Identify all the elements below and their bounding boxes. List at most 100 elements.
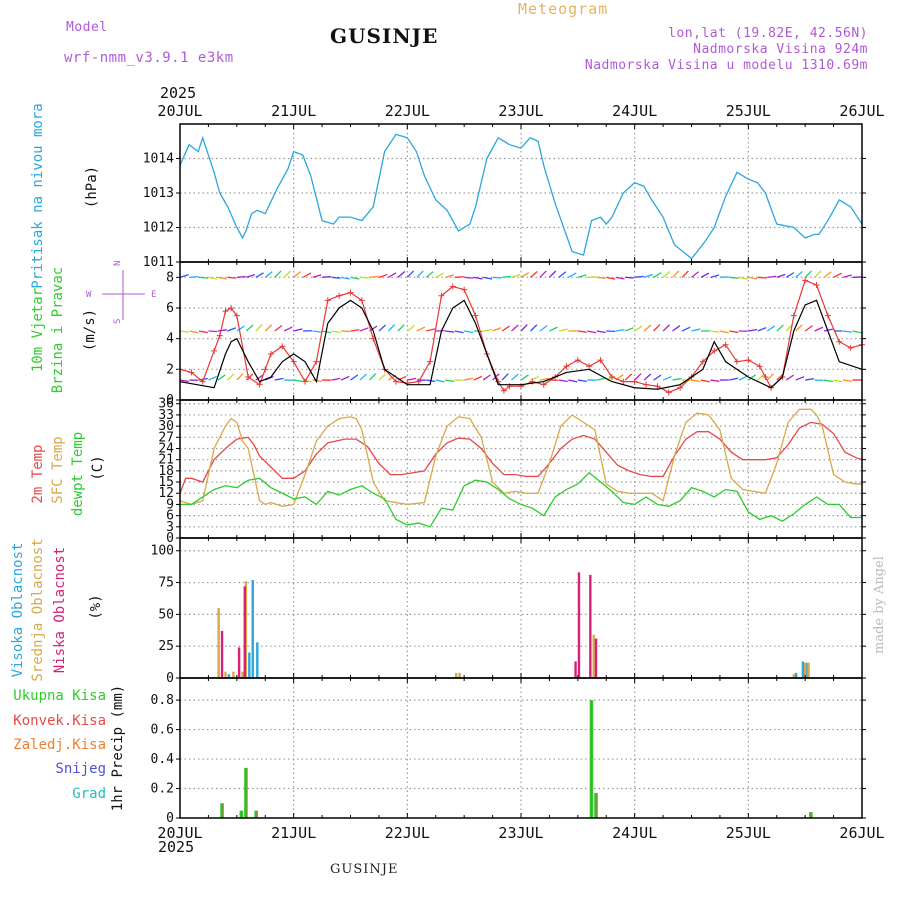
wind-direction-arrow <box>814 270 822 278</box>
cloud-unit: (%) <box>88 594 104 619</box>
date-label-top: 22JUL <box>385 102 430 120</box>
cloud-bar <box>220 630 224 678</box>
wind-direction-arrow <box>331 377 341 381</box>
wind-direction-arrow <box>653 272 662 278</box>
wind-direction-arrow <box>435 379 445 383</box>
wind-direction-arrow <box>492 276 502 279</box>
wind-speed-max-point <box>313 358 320 365</box>
wind-speed-max-point <box>438 292 445 299</box>
date-label-top: 25JUL <box>726 102 771 120</box>
wind-direction-arrow <box>615 328 625 332</box>
y-tick-label: 24 <box>158 441 174 456</box>
wind-direction-arrow <box>577 379 587 382</box>
wind-direction-arrow <box>691 379 701 383</box>
cloud-bar <box>574 661 577 678</box>
wind-direction-arrow <box>179 379 189 383</box>
wind-speed-max-point <box>802 277 809 284</box>
panel-wind: 0 2 4 6 8 N W E S <box>86 261 866 408</box>
precip-axis-title: 1hr Precip (mm) <box>110 685 126 811</box>
wind-direction-arrow <box>662 324 671 332</box>
y-tick-label: 0.2 <box>151 782 174 797</box>
cloud-mid-label: Srednja Oblacnost <box>30 538 46 681</box>
wind-direction-arrow <box>226 373 235 381</box>
wind-speed-max-point <box>631 378 638 385</box>
y-tick-label: 0 <box>166 671 174 686</box>
wind-direction-arrow <box>805 377 815 381</box>
wind-speed-max-point <box>188 369 195 376</box>
wind-speed-max-point <box>654 383 661 390</box>
wind-direction-arrow <box>719 330 729 334</box>
y-tick-label: 100 <box>151 544 174 559</box>
wind-direction-arrow <box>520 324 528 332</box>
wind-direction-arrow <box>283 326 293 332</box>
y-tick-label: 15 <box>158 475 174 490</box>
product-title: Meteogram <box>518 0 609 18</box>
wind-direction-arrow <box>748 276 758 280</box>
wind-speed-max-point <box>699 358 706 365</box>
date-label-bottom: 26JUL <box>839 824 884 842</box>
y-tick-label: 0.8 <box>151 693 174 708</box>
wind-speed-max-point <box>216 332 223 339</box>
wind-direction-arrow <box>653 374 662 381</box>
y-tick-label: 9 <box>166 497 174 512</box>
wind-direction-arrow <box>236 325 245 332</box>
wind-direction-arrow <box>350 276 360 280</box>
wind-direction-arrow <box>710 274 720 278</box>
station-elevation: Nadmorska Visina 924m <box>693 42 868 57</box>
wind-speed-max-point <box>824 312 831 319</box>
wind-direction-arrow <box>795 376 805 381</box>
wind-direction-arrow <box>643 273 653 278</box>
wind-direction-arrow <box>681 326 691 332</box>
wind-direction-arrow <box>359 327 369 332</box>
wind-direction-arrow <box>539 270 547 278</box>
wind-speed-line <box>179 299 863 390</box>
wind-direction-arrow <box>662 270 671 278</box>
wind-speed-max-point <box>608 374 615 380</box>
wind-direction-arrow <box>672 270 680 278</box>
wind-direction-arrow <box>255 374 264 381</box>
wind-direction-arrow <box>767 275 777 278</box>
y-tick-label: 0 <box>166 531 174 546</box>
wind-axis-title: 10m Vjetar <box>30 288 46 372</box>
panel-frame <box>179 537 863 679</box>
wind-speed-max-point <box>790 312 797 319</box>
wind-speed-max-line <box>179 279 863 393</box>
pressure-axis-title: Pritisak na nivou mora <box>30 103 46 288</box>
year-top: 2025 <box>160 84 197 102</box>
wind-speed-max-point <box>392 378 399 385</box>
wind-direction-arrow <box>823 328 834 332</box>
wind-direction-arrow <box>198 330 208 334</box>
wind-direction-arrow <box>530 324 538 332</box>
cloud-bar <box>589 574 592 678</box>
wind-direction-arrow <box>738 375 748 381</box>
wind-direction-arrow <box>558 379 568 383</box>
wind-direction-arrow <box>757 326 767 332</box>
wind-direction-arrow <box>407 377 417 381</box>
y-tick-label: 0 <box>166 393 174 408</box>
wind-direction-arrow <box>653 324 661 332</box>
wind-direction-arrow <box>445 274 455 278</box>
wind-direction-arrow <box>710 330 720 333</box>
wind-direction-arrow <box>539 377 549 381</box>
wind-axis-subtitle: Brzina i Pravac <box>50 267 66 393</box>
wind-speed-max-point <box>665 389 672 396</box>
cloud-bar <box>807 662 810 678</box>
wind-direction-arrow <box>368 373 377 381</box>
wind-direction-arrow <box>435 272 444 278</box>
wind-direction-arrow <box>464 330 474 334</box>
wind-speed-max-point <box>267 351 274 357</box>
y-tick-label: 1013 <box>143 186 174 201</box>
wind-speed-max-point <box>233 312 240 319</box>
wind-speed-max-point <box>472 312 479 319</box>
wind-speed-max-point <box>290 358 297 365</box>
wind-direction-arrow <box>464 377 474 381</box>
precip-bar <box>245 767 247 818</box>
wind-direction-arrow <box>833 379 843 383</box>
cloud-bar <box>577 572 581 678</box>
y-tick-label: 6 <box>166 301 174 316</box>
date-label-top: 26JUL <box>839 102 884 120</box>
wind-direction-arrow <box>312 274 322 278</box>
wind-speed-max-point <box>540 381 547 388</box>
